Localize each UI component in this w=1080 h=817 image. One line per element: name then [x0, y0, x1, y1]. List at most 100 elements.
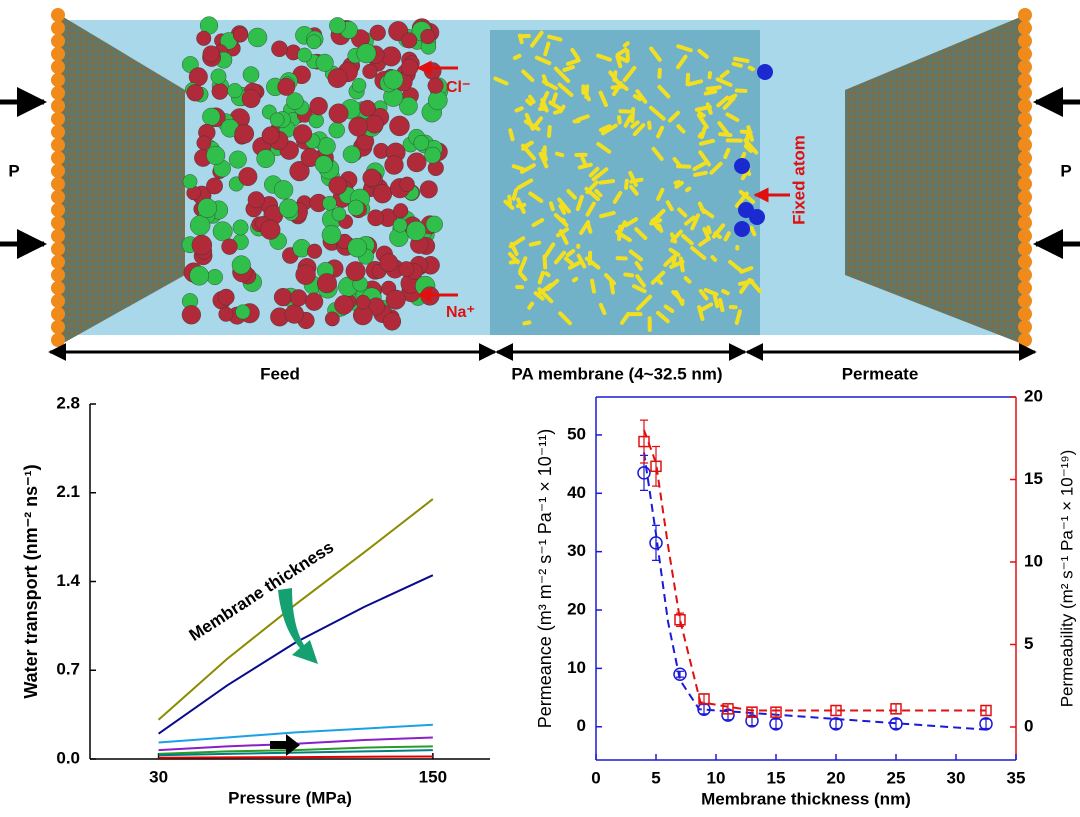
ion — [332, 207, 346, 221]
polymer — [518, 205, 524, 206]
polymer — [706, 92, 715, 94]
wall-atom — [51, 47, 65, 61]
error-bar — [832, 719, 840, 728]
polymer — [546, 273, 548, 275]
polymer — [659, 225, 661, 230]
figure: P P Cl⁻ Na⁺ Fixed atom Feed PA membrane … — [0, 0, 1080, 812]
ion — [420, 181, 438, 199]
wall-atom — [51, 320, 65, 334]
ion — [203, 46, 220, 63]
ion — [279, 199, 298, 218]
ion — [297, 48, 311, 62]
ion — [274, 180, 293, 199]
ion — [318, 137, 336, 155]
wall-atom — [51, 99, 65, 113]
y2-tick-label: 10 — [1024, 551, 1043, 570]
ion — [211, 69, 226, 84]
polymer — [526, 143, 531, 146]
ion — [239, 167, 257, 185]
wall-atom — [1018, 177, 1032, 191]
polymer — [549, 127, 550, 136]
wall-atom — [1018, 34, 1032, 48]
x-tick-label: 35 — [1007, 768, 1026, 787]
ion — [363, 169, 381, 187]
series-line — [644, 430, 986, 711]
polymer — [649, 123, 650, 128]
polymer — [551, 203, 553, 209]
region-label: PA membrane (4~32.5 nm) — [511, 364, 722, 383]
error-bar — [676, 671, 684, 677]
ion — [356, 295, 370, 309]
wall-atom — [51, 242, 65, 256]
ion — [218, 289, 234, 305]
fixed-atom — [757, 64, 773, 80]
wall-atom — [51, 34, 65, 48]
polymer — [720, 300, 722, 310]
polymer — [515, 56, 520, 58]
polymer — [625, 275, 632, 276]
wall-atom — [51, 333, 65, 347]
pressure-label: P — [1060, 161, 1071, 180]
wall-atom — [51, 138, 65, 152]
ion — [322, 225, 341, 244]
ion — [271, 41, 287, 57]
polymer — [510, 130, 512, 139]
polymer — [619, 227, 620, 239]
ion — [334, 295, 353, 314]
ion — [229, 151, 246, 168]
x-tick-label: 150 — [419, 767, 447, 786]
ion-label: Na⁺ — [446, 304, 475, 321]
ion — [368, 210, 384, 226]
y-tick-label: 1.4 — [56, 571, 80, 590]
ion — [206, 146, 225, 165]
x-tick-label: 15 — [767, 768, 786, 787]
fixed-atom — [734, 158, 750, 174]
y-tick-label: 2.8 — [56, 393, 80, 412]
y-tick-label: 30 — [567, 541, 586, 560]
wall-atom — [1018, 138, 1032, 152]
wall-atom — [51, 216, 65, 230]
polymer — [740, 281, 752, 284]
x-tick-label: 30 — [947, 768, 966, 787]
polymer — [632, 109, 633, 121]
ion — [248, 191, 265, 208]
polymer — [516, 108, 521, 110]
ion — [348, 238, 367, 257]
ion — [329, 17, 345, 33]
wall-atom — [51, 112, 65, 126]
y-tick-label: 40 — [567, 483, 586, 502]
ion — [192, 235, 212, 255]
ion — [343, 146, 360, 163]
polymer — [700, 134, 702, 136]
wall-atom — [1018, 47, 1032, 61]
ion — [383, 313, 401, 331]
ion — [424, 62, 441, 79]
y-axis-title: Permeance (m³ m⁻² s⁻¹ Pa⁻¹ × 10⁻¹¹) — [535, 429, 555, 729]
error-bar — [640, 420, 648, 463]
ion — [316, 54, 333, 71]
ion — [381, 47, 401, 67]
ion — [393, 218, 407, 232]
polymer — [695, 173, 706, 175]
ion — [197, 136, 211, 150]
x-axis-title: Membrane thickness (nm) — [701, 789, 911, 808]
x-axis-title: Pressure (MPa) — [228, 788, 352, 807]
ion — [274, 288, 292, 306]
polymer — [701, 141, 713, 144]
wall-atom — [1018, 151, 1032, 165]
wall-atom — [1018, 8, 1032, 22]
ion — [384, 70, 403, 89]
polymer — [592, 281, 594, 292]
polymer — [580, 165, 591, 168]
ion — [233, 27, 248, 42]
wall-atom — [1018, 86, 1032, 100]
ion — [400, 177, 415, 192]
ion — [325, 312, 339, 326]
polymer — [686, 278, 690, 282]
ion — [386, 290, 405, 309]
polymer — [527, 101, 530, 104]
polymer — [562, 220, 563, 221]
ion — [285, 305, 304, 324]
error-bar — [652, 525, 660, 560]
